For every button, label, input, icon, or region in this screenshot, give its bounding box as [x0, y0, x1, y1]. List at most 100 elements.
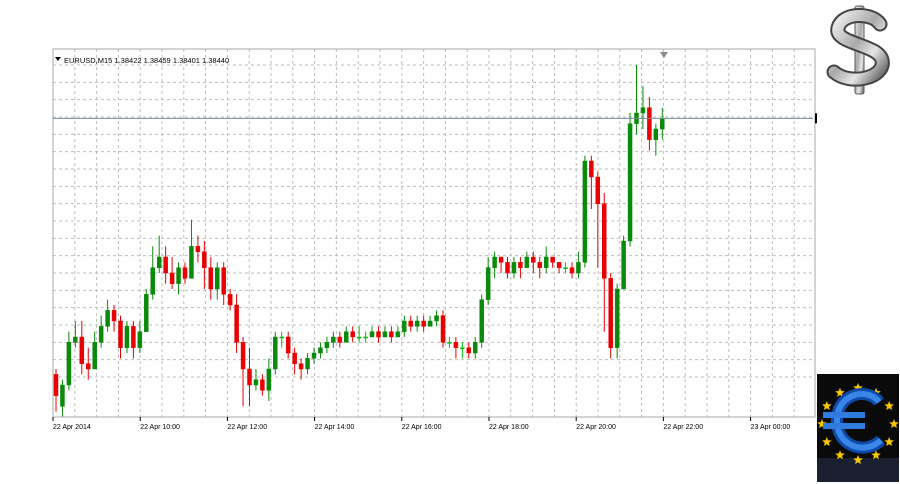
candle-body — [460, 347, 465, 349]
candle-body — [344, 331, 349, 343]
candle-body — [369, 331, 375, 338]
candle-body — [621, 240, 626, 290]
candle-body — [473, 342, 478, 354]
chart-window: 1.385401.384751.384101.383451.382801.382… — [50, 47, 817, 437]
x-tick-label: 22 Apr 22:00 — [663, 424, 703, 431]
symbol-header: EURUSD,M15 1.38422 1.38459 1.38401 1.384… — [64, 56, 229, 65]
candle-body — [79, 336, 85, 364]
candle-body — [131, 326, 136, 348]
candle-body — [285, 336, 291, 354]
candle-body — [356, 336, 362, 339]
star-icon — [835, 387, 845, 397]
x-tick-label: 22 Apr 18:00 — [489, 424, 529, 431]
euro-sign-icon — [817, 374, 899, 482]
candlestick-chart: 1.385401.384751.384101.383451.382801.382… — [52, 48, 817, 431]
candle-body — [531, 256, 536, 263]
dollar-sign-icon — [826, 5, 890, 95]
star-icon — [853, 383, 863, 392]
candle-body — [350, 331, 355, 338]
candle-body — [105, 310, 110, 327]
star-icon — [822, 401, 832, 410]
candle-body — [247, 368, 252, 386]
candle-body — [543, 256, 549, 268]
star-icon — [884, 437, 894, 446]
candle-body — [279, 336, 284, 339]
x-tick-label: 22 Apr 10:00 — [140, 424, 180, 431]
candle-body — [324, 342, 330, 348]
candle-body — [331, 336, 336, 343]
candle-body — [118, 320, 123, 348]
candle-body — [440, 315, 446, 343]
axes: 1.385401.384751.384101.383451.382801.382… — [52, 48, 817, 431]
candle-body — [569, 267, 575, 274]
candle-body — [511, 262, 517, 274]
candle-body — [427, 320, 433, 327]
candle-body — [402, 320, 407, 332]
x-tick-label: 22 Apr 14:00 — [315, 424, 355, 431]
candle-body — [647, 107, 652, 140]
star-icon — [817, 419, 827, 428]
candle-body — [215, 267, 220, 290]
candle-body — [582, 160, 588, 263]
candle-body — [182, 267, 188, 279]
candle-body — [266, 368, 272, 391]
candle-body — [524, 256, 530, 268]
shift-marker-icon[interactable] — [660, 52, 668, 58]
x-tick-label: 22 Apr 2014 — [53, 424, 91, 431]
candle-body — [305, 358, 310, 370]
plot-frame — [52, 48, 816, 418]
candle-body — [505, 262, 510, 274]
x-tick-label: 22 Apr 20:00 — [576, 424, 616, 431]
candle-body — [653, 128, 659, 140]
x-tick-label: 23 Apr 00:00 — [751, 424, 791, 431]
candle-body — [492, 256, 497, 268]
candle-body — [137, 331, 143, 348]
star-icon — [822, 437, 832, 446]
dropdown-triangle-icon[interactable] — [55, 57, 61, 61]
candle-body — [144, 294, 149, 332]
candle-body — [73, 336, 78, 343]
x-tick-label: 22 Apr 12:00 — [227, 424, 267, 431]
candle-body — [311, 352, 317, 359]
candle-body — [202, 251, 207, 268]
candle-body — [298, 363, 304, 370]
candle-body — [389, 331, 394, 338]
candle-body — [576, 262, 581, 274]
candle-body — [434, 315, 439, 322]
candle-body — [421, 320, 426, 327]
candle-body — [376, 331, 381, 338]
candle-body — [408, 320, 413, 327]
candle-body — [602, 203, 607, 279]
candle-body — [195, 246, 201, 252]
candle-body — [453, 342, 459, 348]
candle-body — [53, 374, 59, 396]
candle-body — [608, 278, 613, 348]
candle-body — [614, 288, 620, 348]
candle-body — [414, 320, 420, 327]
candle-body — [60, 384, 65, 407]
candle-body — [363, 336, 368, 339]
candle-body — [550, 256, 555, 263]
candle-body — [447, 342, 452, 344]
star-icon — [889, 419, 899, 428]
star-icon — [884, 401, 894, 410]
candle-body — [640, 107, 646, 114]
candle-body — [595, 176, 601, 204]
candle-body — [227, 294, 233, 306]
candle-body — [169, 272, 175, 284]
candle-body — [260, 379, 265, 391]
candle-body — [292, 352, 297, 364]
candle-body — [221, 267, 226, 295]
candle-body — [518, 262, 523, 268]
candle-body — [111, 310, 117, 322]
candle-body — [589, 160, 594, 178]
current-price-tag — [815, 113, 817, 124]
candle-body — [98, 326, 104, 343]
candle-body — [337, 336, 343, 343]
candle-body — [273, 336, 278, 370]
candle-body — [466, 347, 472, 354]
candle-body — [563, 267, 568, 269]
candle-body — [163, 256, 168, 274]
candle-body — [382, 331, 388, 338]
star-icon — [835, 450, 845, 460]
